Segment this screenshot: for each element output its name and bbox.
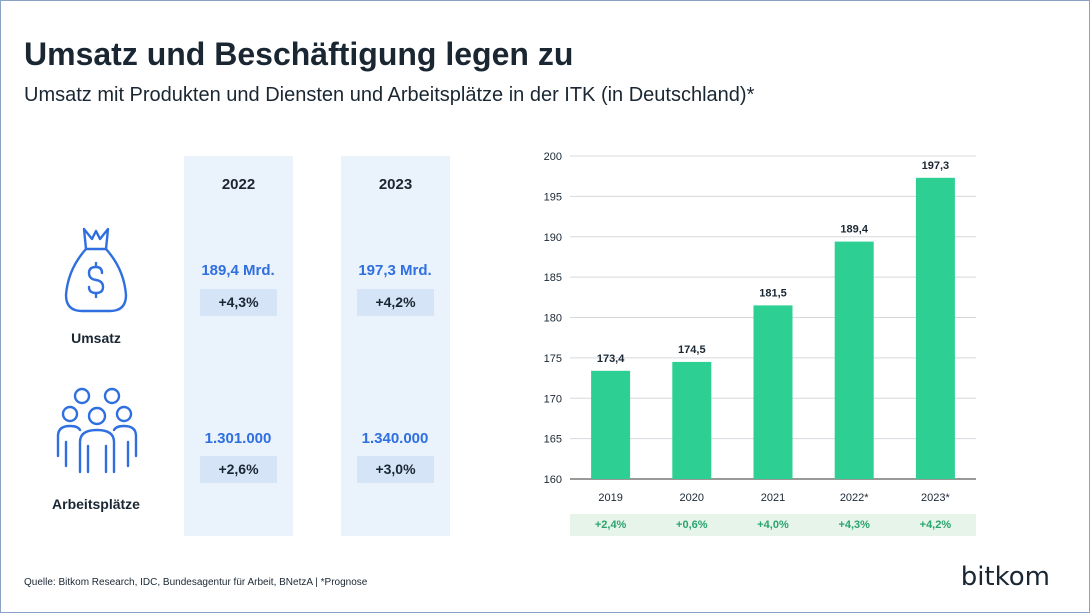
y-tick-label: 195: [544, 191, 562, 203]
page-subtitle: Umsatz mit Produkten und Diensten und Ar…: [24, 84, 755, 106]
bar-value-label: 189,4: [840, 224, 868, 236]
bar-2020: [672, 361, 712, 479]
umsatz-2023-change: +4,2%: [357, 289, 434, 316]
x-tick-label: 2021: [761, 492, 785, 504]
growth-label: +2,4%: [594, 519, 627, 531]
row-label-umsatz: Umsatz: [71, 330, 121, 346]
y-tick-label: 160: [544, 474, 562, 486]
y-tick-label: 180: [544, 313, 562, 325]
bar-2021: [753, 305, 793, 479]
y-tick-label: 185: [544, 272, 562, 284]
umsatz-2022-value: 189,4 Mrd.: [201, 262, 275, 279]
arbeitsplaetze-2023-change: +3,0%: [357, 456, 434, 483]
bar-value-label: 197,3: [922, 160, 950, 172]
y-tick-label: 190: [544, 232, 562, 244]
column-header-2022: 2022: [221, 176, 256, 193]
x-tick-label: 2023*: [921, 492, 950, 504]
x-tick-label: 2020: [680, 492, 704, 504]
y-tick-label: 170: [544, 393, 562, 405]
bar-value-label: 173,4: [597, 353, 625, 365]
y-tick-label: 165: [544, 434, 562, 446]
umsatz-2023-value: 197,3 Mrd.: [358, 262, 432, 279]
source-note: Quelle: Bitkom Research, IDC, Bundesagen…: [24, 577, 368, 588]
y-tick-label: 200: [544, 151, 562, 163]
growth-label: +0,6%: [676, 519, 708, 531]
umsatz-2022-change: +4,3%: [200, 289, 277, 316]
x-tick-label: 2022*: [840, 492, 869, 504]
growth-label: +4,3%: [838, 519, 870, 531]
bitkom-logo: bitkom: [960, 562, 1050, 592]
growth-label: +4,2%: [919, 519, 952, 531]
column-header-2023: 2023: [378, 176, 413, 193]
growth-label: +4,0%: [757, 519, 789, 531]
people-group-icon: [56, 387, 138, 474]
growth-row-background: [570, 514, 976, 536]
bar-2022: [834, 241, 874, 479]
money-bag-icon: [64, 227, 128, 313]
arbeitsplaetze-2022-value: 1.301.000: [204, 430, 272, 447]
y-tick-label: 175: [544, 353, 562, 365]
bar-value-label: 181,5: [759, 287, 787, 299]
bar-value-label: 174,5: [678, 344, 706, 356]
x-tick-label: 2019: [598, 492, 622, 504]
revenue-bar-chart: 160 165 170 175 180 185 190 195 200 173,4 2019 174,…: [544, 151, 976, 504]
arbeitsplaetze-2022-change: +2,6%: [200, 456, 277, 483]
row-label-arbeitsplaetze: Arbeitsplätze: [52, 496, 140, 512]
arbeitsplaetze-2023-value: 1.340.000: [361, 430, 429, 447]
bar-2019: [591, 370, 631, 479]
bar-2023: [915, 177, 955, 480]
page-title: Umsatz und Beschäftigung legen zu: [24, 36, 574, 72]
